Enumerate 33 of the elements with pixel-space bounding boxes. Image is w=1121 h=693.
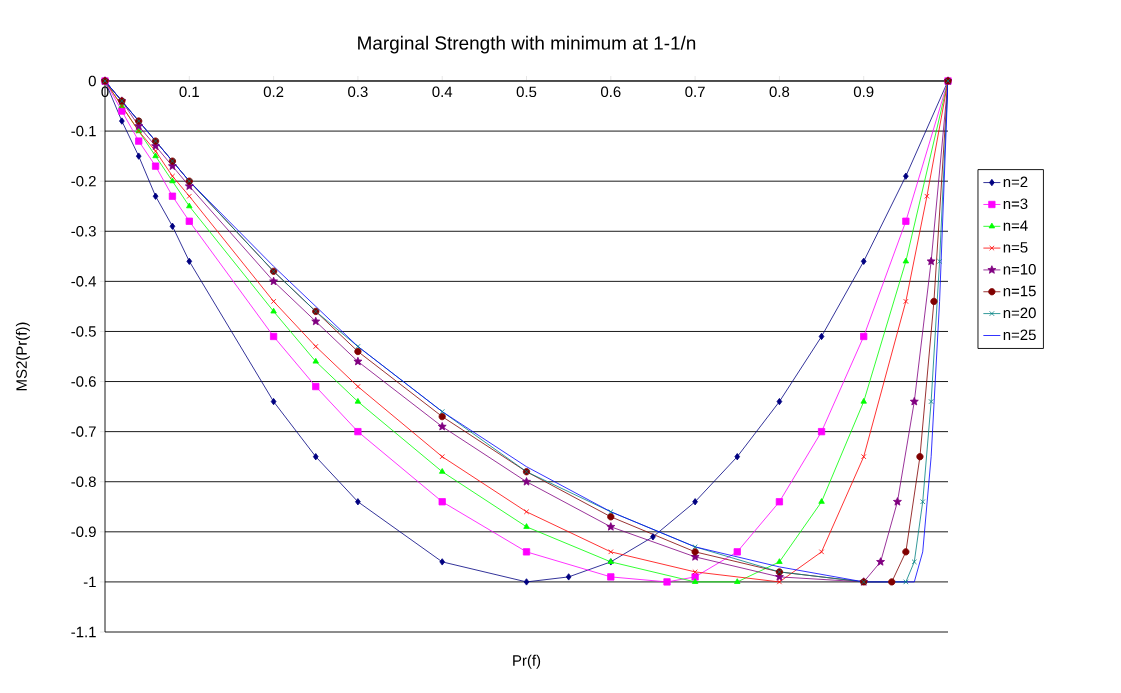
legend-label: n=4 (1003, 220, 1028, 231)
y-tick-label: -0.6 (71, 376, 96, 387)
x-tick-label: 0.9 (853, 86, 874, 98)
y-tick-label: -1.1 (71, 626, 96, 638)
x-tick-label: 0.6 (601, 86, 621, 98)
y-tick-label: -0.1 (71, 125, 96, 137)
x-tick-label: 0 (101, 86, 109, 98)
chart-title: Marginal Strength with minimum at 1-1/n (358, 35, 696, 54)
x-tick-label: 0.5 (516, 86, 537, 98)
legend-label: n=5 (1003, 242, 1028, 253)
x-tick-label: 0.3 (348, 86, 368, 98)
y-tick-label: -0.9 (71, 526, 96, 538)
legend-label: n=3 (1003, 198, 1028, 210)
x-tick-label: 0.4 (432, 86, 453, 98)
legend-label: n=20 (1003, 307, 1036, 319)
legend-label: n=2 (1003, 176, 1028, 188)
y-tick-label: -1 (83, 576, 96, 588)
x-tick-label: 0.8 (769, 86, 790, 98)
y-tick-label: -0.4 (71, 276, 97, 287)
x-axis-title: Pr(f) (513, 654, 541, 669)
y-tick-label: -0.5 (71, 326, 96, 337)
legend-label: n=25 (1003, 329, 1036, 341)
y-tick-label: -0.3 (71, 225, 96, 237)
x-tick-label: 0.7 (685, 86, 705, 98)
y-tick-label: -0.2 (71, 175, 96, 187)
x-tick-label: 0.1 (179, 86, 199, 98)
y-axis-title: MS2(Pr(f)) (15, 322, 30, 391)
x-tick-label: 0.2 (263, 86, 284, 98)
y-tick-label: -0.7 (71, 426, 96, 437)
legend-label: n=15 (1003, 285, 1036, 297)
y-tick-label: 0 (88, 75, 96, 87)
legend-label: n=10 (1003, 263, 1036, 275)
y-tick-label: -0.8 (71, 476, 96, 488)
